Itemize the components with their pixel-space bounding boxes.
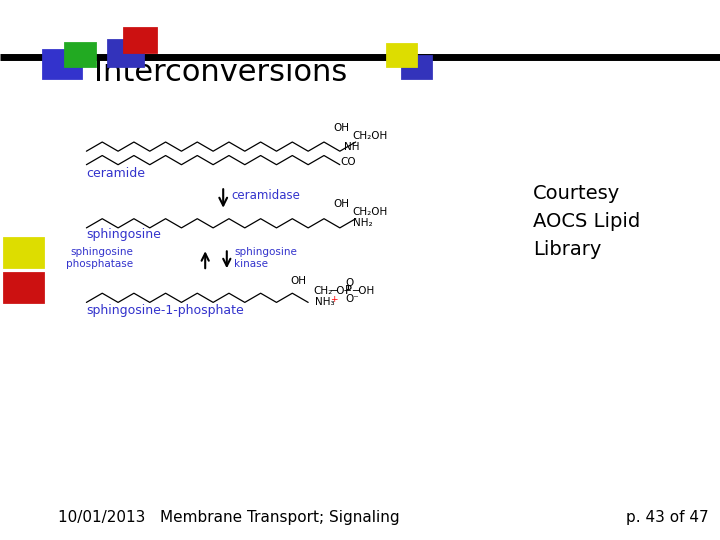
Text: sphingosine: sphingosine — [86, 227, 161, 241]
Text: ceramide: ceramide — [86, 167, 145, 180]
Text: CO: CO — [341, 157, 356, 167]
Text: sphingosine-1-phosphate: sphingosine-1-phosphate — [86, 304, 244, 318]
Text: NH₃: NH₃ — [315, 296, 335, 307]
Text: O: O — [345, 278, 353, 288]
Text: +: + — [330, 295, 338, 305]
Bar — [124, 28, 156, 52]
Text: NH₂: NH₂ — [353, 218, 372, 228]
Text: sphingosine
kinase: sphingosine kinase — [234, 247, 297, 269]
Bar — [43, 50, 81, 78]
Text: OH: OH — [333, 123, 349, 133]
Text: Courtesy
AOCS Lipid
Library: Courtesy AOCS Lipid Library — [533, 184, 640, 259]
Bar — [4, 238, 43, 267]
Text: OH: OH — [291, 275, 307, 286]
Text: CH₂OH: CH₂OH — [353, 131, 388, 141]
Text: 10/01/2013   Membrane Transport; Signaling: 10/01/2013 Membrane Transport; Signaling — [58, 510, 399, 525]
Text: OH: OH — [333, 199, 349, 210]
Text: ─O─: ─O─ — [330, 286, 351, 296]
Text: Interconversions: Interconversions — [94, 58, 347, 87]
Bar — [65, 43, 95, 66]
Bar — [108, 40, 143, 66]
Text: ceramidase: ceramidase — [232, 189, 301, 202]
Bar — [387, 44, 416, 66]
Text: sphingosine
phosphatase: sphingosine phosphatase — [66, 247, 133, 269]
Text: CH₂OH: CH₂OH — [353, 207, 388, 218]
Text: NH: NH — [344, 142, 360, 152]
Bar — [4, 273, 43, 302]
Text: CH₂: CH₂ — [313, 286, 333, 296]
Text: O⁻: O⁻ — [345, 294, 359, 305]
Text: ─OH: ─OH — [352, 286, 374, 296]
Bar — [402, 56, 431, 78]
Text: P: P — [345, 284, 352, 297]
Text: p. 43 of 47: p. 43 of 47 — [626, 510, 709, 525]
